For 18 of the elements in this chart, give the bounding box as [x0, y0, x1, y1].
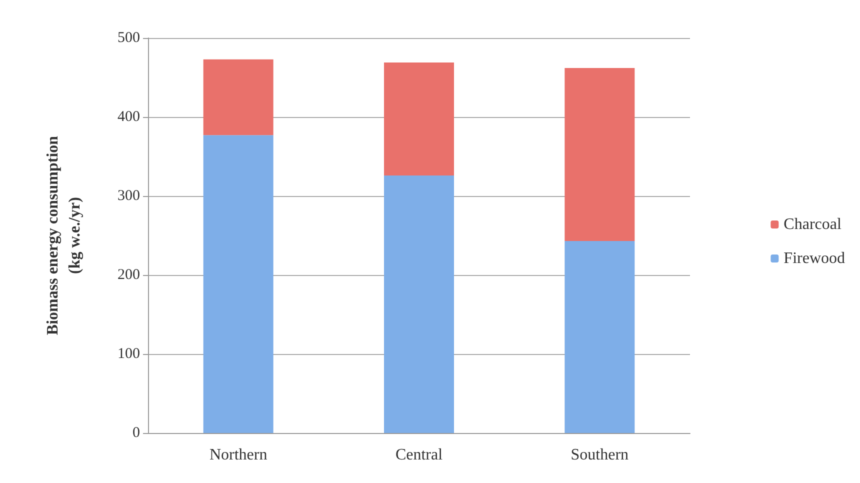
legend-label: Firewood [784, 250, 845, 267]
x-tick-label: Northern [209, 446, 268, 464]
bar [564, 68, 635, 242]
y-tick-label: 400 [118, 109, 140, 125]
y-tick-label: 200 [118, 267, 140, 283]
y-tick-label: 100 [118, 346, 140, 362]
legend-label: Charcoal [784, 216, 842, 233]
y-tick-label: 500 [118, 30, 140, 46]
bar [384, 175, 454, 433]
y-tick-label: 0 [132, 425, 140, 441]
bar [564, 241, 635, 433]
bar [203, 135, 274, 433]
y-axis-title: Biomass energy consumption (kg w.e./yr) [44, 136, 84, 336]
x-tick-label: Central [395, 446, 444, 464]
bar [384, 62, 454, 176]
x-tick-label: Southern [570, 446, 629, 464]
bar [203, 59, 274, 136]
y-tick-label: 300 [118, 188, 140, 204]
